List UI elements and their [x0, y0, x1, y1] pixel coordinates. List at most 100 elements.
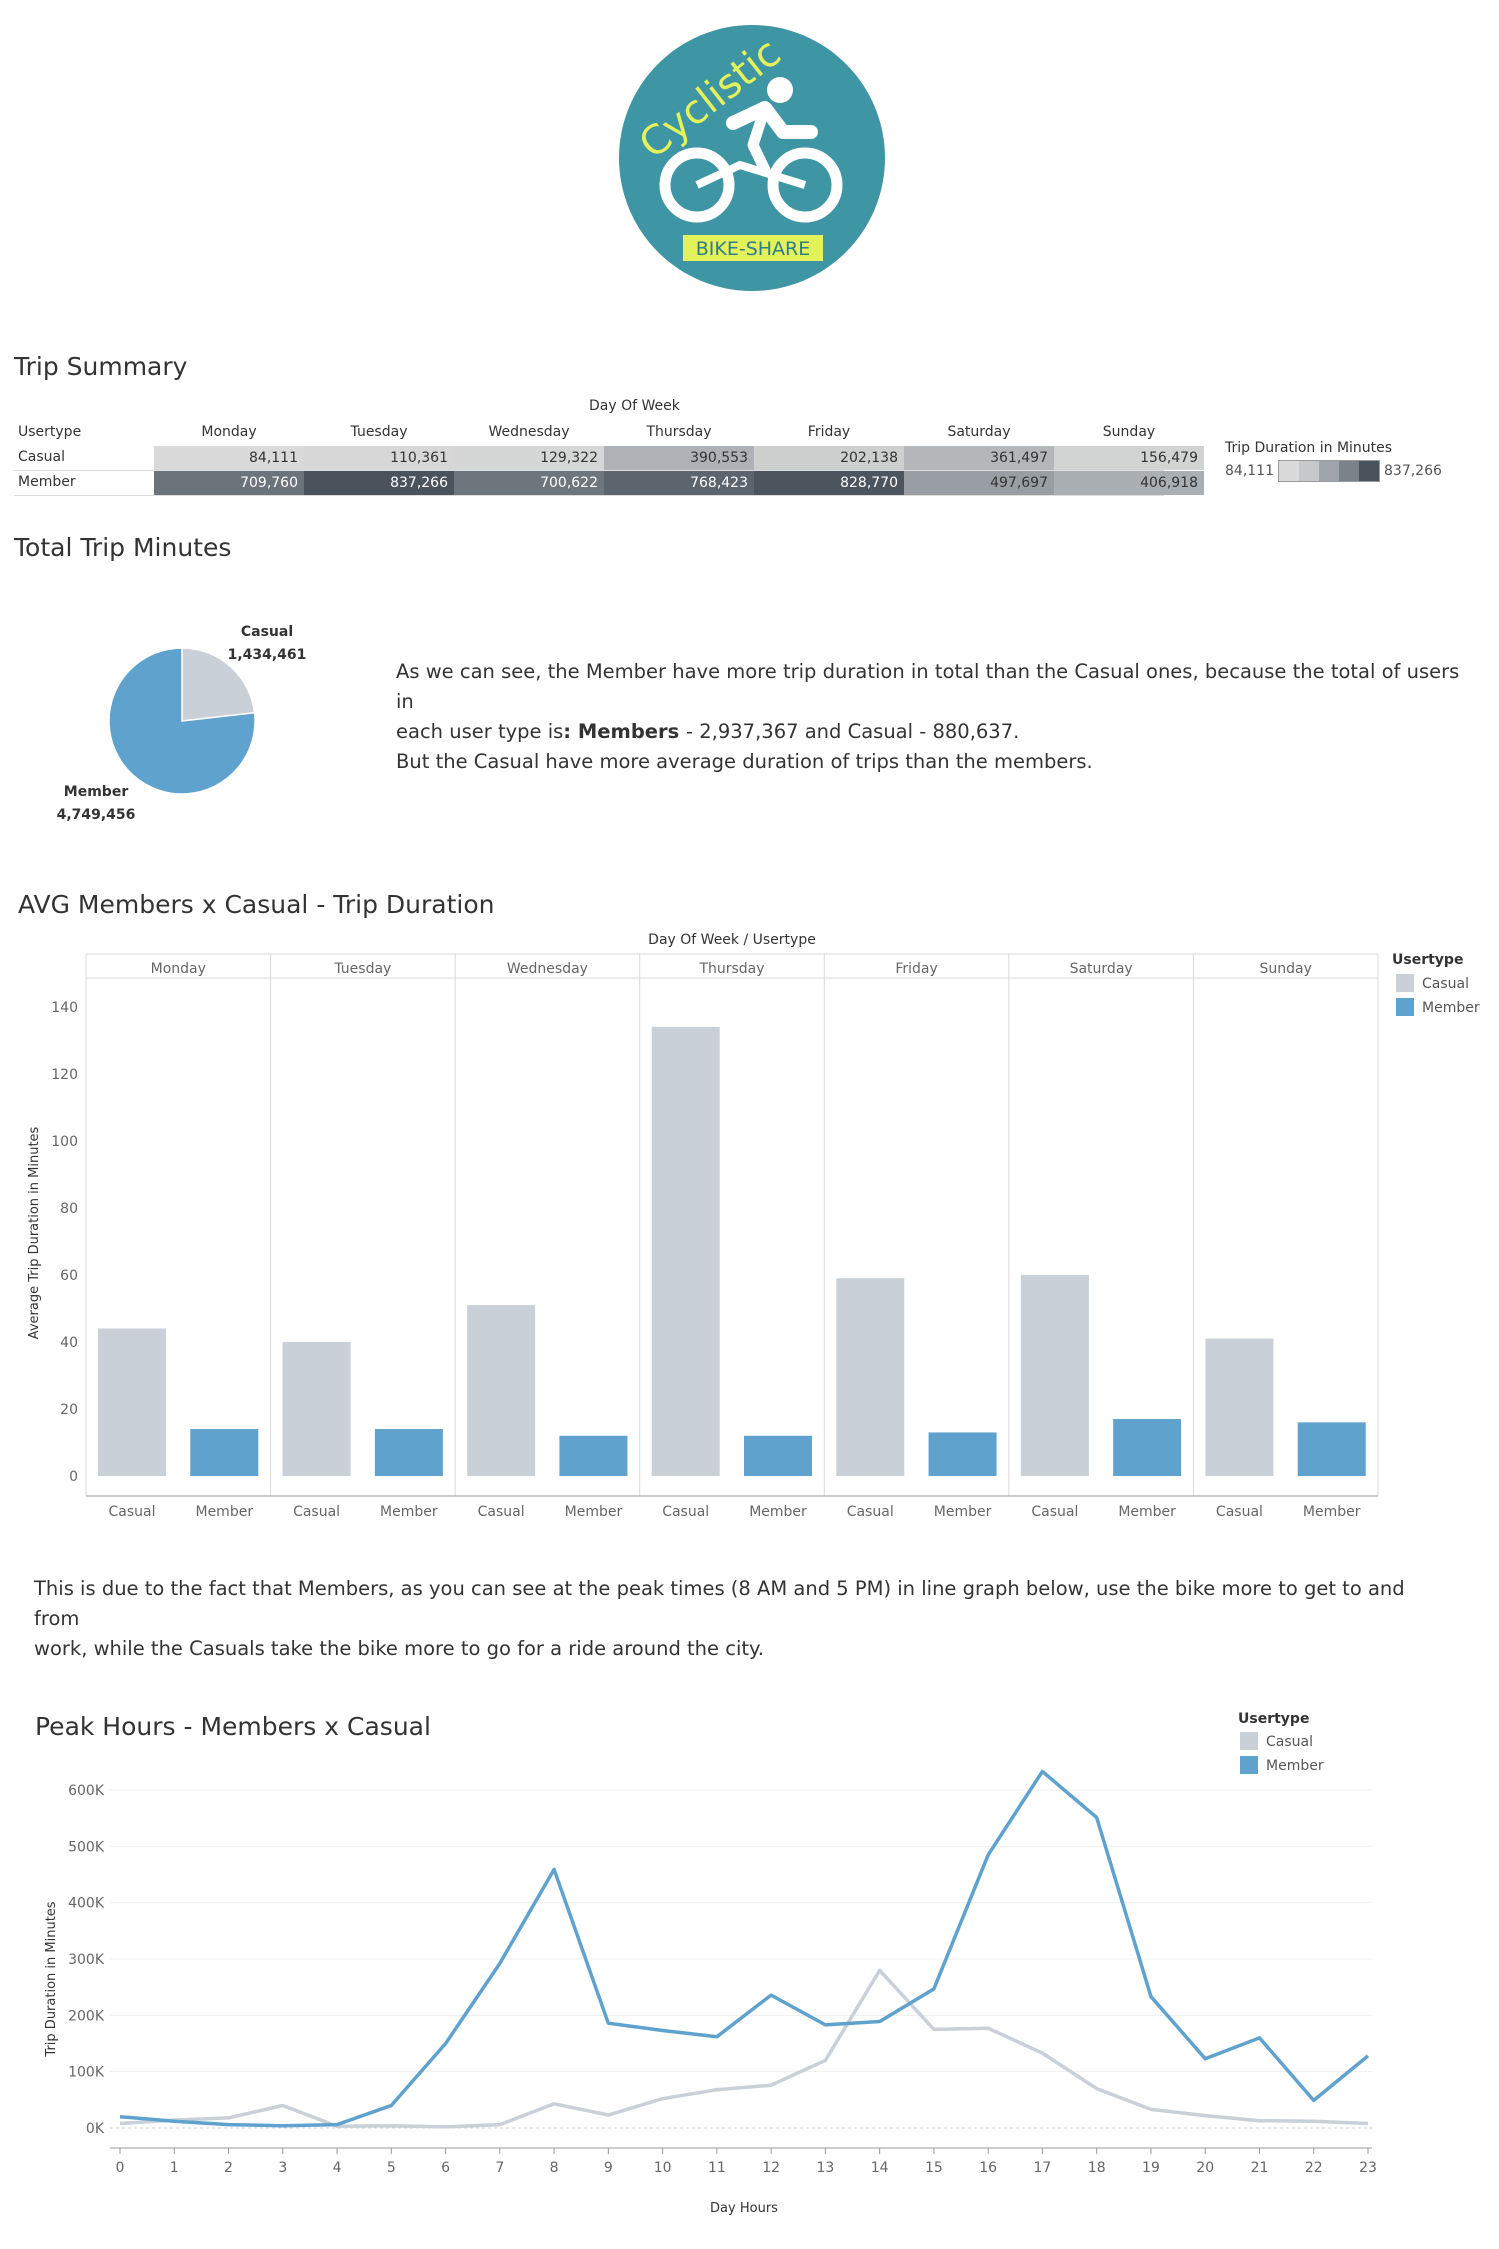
- line-y-tick: 400K: [68, 1896, 105, 1912]
- bar-member-thursday: [744, 1435, 812, 1476]
- bar-casual-saturday: [1020, 1274, 1089, 1476]
- bar-member-monday: [190, 1429, 259, 1476]
- summary-cell: 768,423: [604, 471, 754, 495]
- summary-cell: 84,111: [154, 446, 304, 470]
- summary-row-member: Member 709,760 837,266 700,622 768,423 828,77…: [14, 471, 1204, 496]
- line-x-tick: 2: [224, 2160, 233, 2176]
- day-header-thursday: Thursday: [646, 424, 712, 440]
- bar-sub-label: Member: [934, 1504, 992, 1520]
- bar-casual-friday: [836, 1278, 905, 1476]
- line-x-tick: 7: [495, 2160, 504, 2176]
- summary-cell: 390,553: [604, 446, 754, 470]
- summary-cell: 156,479: [1054, 446, 1204, 470]
- bar-sub-label: Member: [565, 1504, 623, 1520]
- line-legend-swatch-member: [1240, 1756, 1258, 1774]
- day-header-friday: Friday: [807, 424, 851, 440]
- bar-sub-label: Casual: [109, 1504, 156, 1520]
- heat-legend-bar: [1278, 460, 1380, 482]
- line-x-tick: 1: [170, 2160, 179, 2176]
- line-legend-title: Usertype: [1238, 1711, 1309, 1727]
- line-y-tick: 200K: [68, 2008, 105, 2024]
- cyclistic-logo: Cyclistic BIKE-SHARE: [619, 25, 885, 291]
- bar-casual-tuesday: [282, 1341, 351, 1476]
- total-trip-explanation: As we can see, the Member have more trip…: [396, 657, 1476, 777]
- usertype-header: Usertype: [18, 424, 82, 440]
- bar-day-label-friday: Friday: [895, 961, 937, 977]
- summary-row-label: Member: [18, 474, 76, 490]
- trip-summary-title: Trip Summary: [14, 352, 188, 381]
- summary-cell: 709,760: [154, 471, 304, 495]
- bar-y-tick: 80: [60, 1201, 78, 1217]
- line-x-tick: 6: [441, 2160, 450, 2176]
- bar-legend-label-casual: Casual: [1422, 976, 1469, 992]
- bar-member-tuesday: [374, 1429, 443, 1476]
- line-x-tick: 11: [708, 2160, 726, 2176]
- summary-cell: 406,918: [1054, 471, 1204, 495]
- line-x-tick: 15: [925, 2160, 943, 2176]
- bar-casual-sunday: [1205, 1338, 1274, 1476]
- line-x-tick: 22: [1305, 2160, 1323, 2176]
- summary-cell: 837,266: [304, 471, 454, 495]
- line-x-tick: 9: [604, 2160, 613, 2176]
- line-x-tick: 17: [1034, 2160, 1052, 2176]
- explanation-line-3: But the Casual have more average duratio…: [396, 750, 1093, 773]
- bar-member-saturday: [1113, 1419, 1182, 1476]
- line-legend-label-casual: Casual: [1266, 1734, 1313, 1750]
- line-x-tick: 13: [816, 2160, 834, 2176]
- line-series-casual: [119, 1968, 1369, 2129]
- bar-member-wednesday: [559, 1435, 628, 1476]
- day-header-monday: Monday: [201, 424, 257, 440]
- bar-sub-label: Member: [195, 1504, 253, 1520]
- summary-row-label: Casual: [18, 449, 65, 465]
- summary-cell: 110,361: [304, 446, 454, 470]
- peak-chart-title: Peak Hours - Members x Casual: [35, 1712, 431, 1741]
- bar-y-tick: 60: [60, 1268, 78, 1284]
- bar-sub-label: Member: [1303, 1504, 1361, 1520]
- bar-y-tick: 120: [51, 1067, 78, 1083]
- avg-chart-title: AVG Members x Casual - Trip Duration: [18, 890, 495, 919]
- bar-legend-title: Usertype: [1392, 952, 1463, 968]
- line-x-tick: 20: [1196, 2160, 1214, 2176]
- total-trip-pie-chart: Casual 1,434,461 Member 4,749,456: [57, 624, 307, 823]
- bar-y-tick: 100: [51, 1134, 78, 1150]
- total-trip-title: Total Trip Minutes: [14, 533, 232, 562]
- day-header-sunday: Sunday: [1102, 424, 1156, 440]
- bar-day-label-sunday: Sunday: [1260, 961, 1312, 977]
- line-legend-swatch-casual: [1240, 1732, 1258, 1750]
- day-of-week-header: Day Of Week: [589, 398, 680, 414]
- line-y-tick: 0K: [86, 2121, 105, 2137]
- pie-label-member: Member: [64, 784, 129, 800]
- line-x-tick: 14: [871, 2160, 889, 2176]
- summary-cell: 202,138: [754, 446, 904, 470]
- bar-legend-swatch-casual: [1396, 974, 1414, 992]
- line-x-tick: 0: [116, 2160, 125, 2176]
- bar-casual-thursday: [651, 1026, 720, 1476]
- line-series-member: [119, 1769, 1370, 2128]
- day-header-saturday: Saturday: [947, 424, 1011, 440]
- bar-sub-label: Casual: [662, 1504, 709, 1520]
- line-y-tick: 100K: [68, 2065, 105, 2081]
- bar-y-tick: 0: [69, 1469, 78, 1485]
- peak-explanation: This is due to the fact that Members, as…: [34, 1574, 1454, 1664]
- pie-slice-casual: [181, 647, 256, 722]
- bar-sub-label: Casual: [847, 1504, 894, 1520]
- bar-casual-wednesday: [467, 1305, 536, 1476]
- line-x-tick: 16: [979, 2160, 997, 2176]
- line-x-tick: 23: [1359, 2160, 1377, 2176]
- bar-sub-label: Member: [380, 1504, 438, 1520]
- line-y-tick: 300K: [68, 1952, 105, 1968]
- day-header-wednesday: Wednesday: [488, 424, 570, 440]
- bar-member-friday: [928, 1432, 997, 1476]
- bar-day-label-wednesday: Wednesday: [507, 961, 588, 977]
- line-x-tick: 8: [550, 2160, 559, 2176]
- pie-value-member: 4,749,456: [57, 807, 136, 823]
- pie-value-casual: 1,434,461: [228, 647, 307, 663]
- heat-scale-legend: Trip Duration in Minutes 84,111 837,266: [1225, 440, 1442, 482]
- bar-y-tick: 20: [60, 1402, 78, 1418]
- day-header-tuesday: Tuesday: [350, 424, 408, 440]
- bar-sub-label: Member: [749, 1504, 807, 1520]
- line-y-axis-label: Trip Duration in Minutes: [44, 1901, 59, 2057]
- bar-day-label-saturday: Saturday: [1070, 961, 1133, 977]
- line-x-tick: 12: [762, 2160, 780, 2176]
- line-x-tick: 10: [654, 2160, 672, 2176]
